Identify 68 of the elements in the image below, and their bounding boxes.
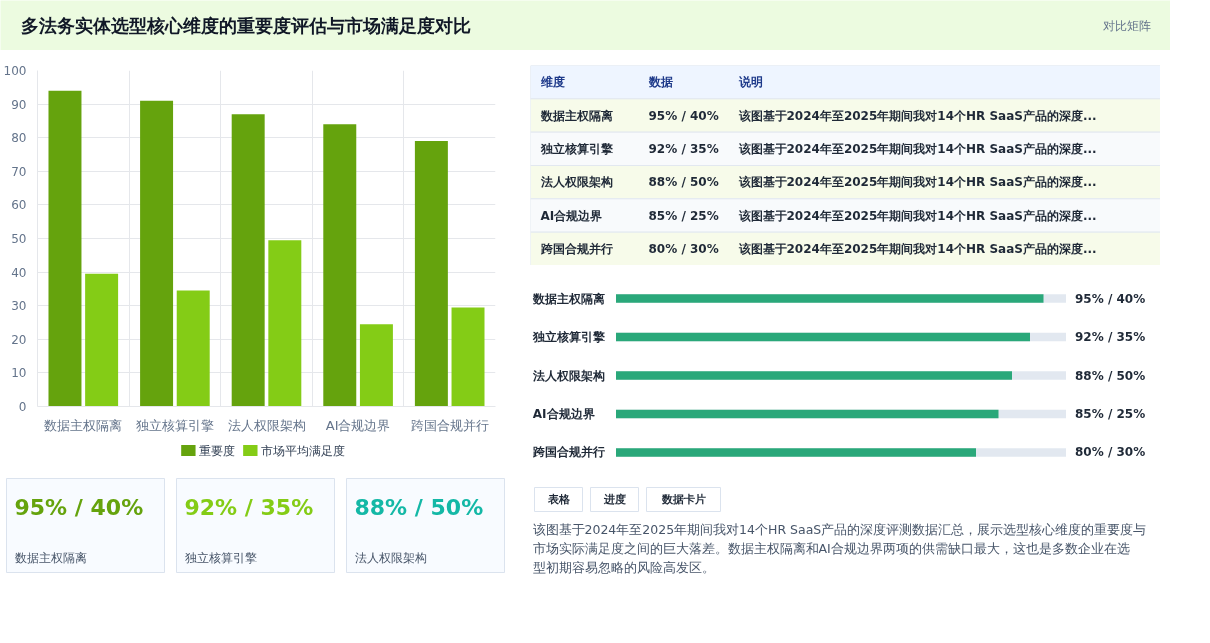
category-label: 法人权限架构 [354, 550, 427, 565]
data-label: 95% / 40% [1075, 291, 1146, 306]
data-label: 92% / 35% [1075, 330, 1146, 345]
y-tick-label: 100 [3, 64, 27, 78]
text: 对比矩阵 [1102, 18, 1151, 33]
category-label: 数据卡片 [660, 493, 706, 506]
category-label: 表格 [546, 493, 571, 506]
category-label: 独立核算引擎 [540, 141, 613, 156]
x-tick-label: 独立核算引擎 [135, 417, 214, 433]
text: 该图基于2024年至2025年期间我对14个HR SaaS产品的深度评测数据汇总，展示选型核心维度的重要度与市场实际满足度之间的巨大落差。数据主权隔离和AI合规边界两项的供需缺口最大，这也是多数企业在选型初期容易忽略的风险高发区。 [532, 522, 1147, 575]
bar [85, 273, 119, 407]
text: 该图基于2024年至2025年期间我对14个HR SaaS产品的深度... [738, 175, 1097, 190]
category-label: 法人权限架构 [540, 175, 613, 190]
text: 80% / 30% [648, 241, 719, 256]
y-tick-label: 30 [11, 299, 27, 314]
y-tick-label: 50 [11, 232, 27, 246]
legend-label: 市场平均满足度 [261, 443, 346, 458]
text: 95% / 40% [648, 108, 719, 123]
data-label: 80% / 30% [1075, 445, 1146, 460]
y-tick-label: 60 [11, 198, 27, 213]
category-label: 数据 [647, 75, 673, 90]
text: 该图基于2024年至2025年期间我对14个HR SaaS产品的深度... [738, 141, 1097, 156]
category-label: 维度 [539, 75, 565, 90]
text: 跨国合规并行 [540, 241, 613, 256]
text: 95% / 40% [14, 495, 144, 520]
bar [451, 307, 485, 407]
bar [268, 240, 302, 407]
data-label: 88% / 50% [1075, 368, 1146, 383]
category-label: 独立核算引擎 [184, 550, 257, 565]
bar [48, 90, 82, 407]
x-tick-label: AI合规边界 [325, 417, 391, 433]
legend-label: 重要度 [199, 443, 236, 458]
category-label: AI合规边界 [532, 406, 595, 421]
text: 该图基于2024年至2025年期间我对14个HR SaaS产品的深度... [738, 108, 1097, 123]
y-tick-label: 80 [11, 131, 27, 146]
text: 88% / 50% [354, 495, 484, 520]
y-tick-label: 40 [11, 265, 27, 280]
category-label: 进度 [602, 493, 626, 506]
text: 92% / 35% [648, 141, 719, 156]
chart-title: 多法务实体选型核心维度的重要度评估与市场满足度对比 [20, 15, 471, 36]
category-label: 数据主权隔离 [14, 550, 87, 565]
x-tick-label: 跨国合规并行 [410, 417, 489, 433]
y-tick-label: 20 [11, 332, 27, 347]
text: 92% / 35% [184, 495, 314, 520]
y-tick-label: 10 [11, 366, 27, 381]
data-label: 85% / 25% [1075, 406, 1146, 421]
bar [231, 114, 265, 407]
bar [414, 141, 448, 407]
category-label: 独立核算引擎 [532, 330, 605, 345]
text: 88% / 50% [648, 175, 719, 190]
y-tick-label: 0 [18, 400, 27, 414]
category-label: 数据主权隔离 [540, 108, 613, 123]
text: 85% / 25% [648, 208, 719, 223]
y-tick-label: 70 [11, 164, 27, 179]
text: 该图基于2024年至2025年期间我对14个HR SaaS产品的深度... [738, 208, 1097, 223]
category-label: 法人权限架构 [532, 368, 605, 383]
text: 该图基于2024年至2025年期间我对14个HR SaaS产品的深度... [738, 241, 1097, 256]
category-label: 说明 [737, 75, 763, 90]
text: AI合规边界 [540, 208, 603, 223]
bar [359, 324, 393, 407]
bar [176, 290, 210, 407]
y-tick-label: 90 [11, 97, 27, 112]
category-label: 跨国合规并行 [532, 445, 605, 460]
bar [323, 124, 357, 407]
bar [140, 100, 174, 407]
x-tick-label: 法人权限架构 [227, 417, 306, 433]
category-label: 数据主权隔离 [532, 291, 605, 306]
x-tick-label: 数据主权隔离 [44, 417, 123, 433]
